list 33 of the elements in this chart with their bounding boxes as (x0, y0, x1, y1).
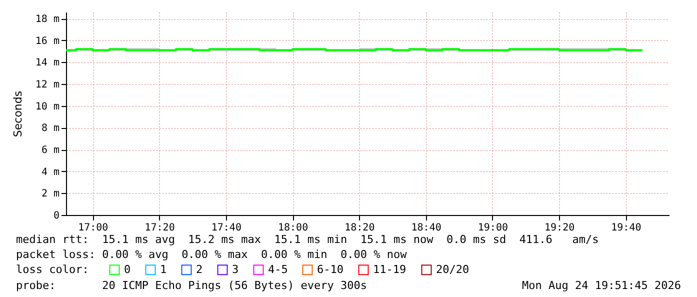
y-tick-label: 18 m (35, 14, 60, 26)
legend-label: 20/20 (436, 262, 470, 276)
x-tick-label: 19:00 (478, 222, 508, 234)
legend-title: loss color: (16, 263, 89, 276)
text: probe: 20 ICMP Echo Pings (56 Bytes) every 300s (16, 279, 367, 292)
legend-label: 2 (196, 262, 203, 276)
y-tick-label: 4 m (41, 166, 60, 178)
x-tick-label: 18:20 (344, 222, 375, 234)
y-tick-label: 0 (53, 210, 60, 222)
x-tick-label: 17:00 (78, 222, 108, 234)
x-tick-label: 19:20 (544, 222, 575, 234)
legend-label: 6-10 (317, 262, 344, 276)
y-tick-label: 12 m (35, 80, 60, 91)
y-tick-label: 2 m (41, 188, 60, 200)
y-tick-label: 8 m (41, 123, 60, 134)
x-tick-label: 19:40 (611, 222, 642, 234)
text: Mon Aug 24 19:51:45 2026 (522, 279, 681, 292)
y-tick-label: 16 m (35, 36, 60, 47)
legend-label: 0 (124, 262, 131, 276)
y-tick-label: 6 m (41, 145, 60, 156)
text: packet loss: 0.00 % avg 0.00 % max 0.00 % min 0.00 % now (16, 248, 407, 261)
x-tick-label: 17:40 (211, 222, 242, 234)
y-axis-title: Seconds (11, 90, 24, 138)
legend-label: 3 (232, 262, 239, 276)
legend-label: 1 (160, 262, 167, 276)
x-tick-label: 18:40 (411, 222, 442, 234)
legend-label: 11-19 (373, 262, 406, 276)
y-tick-label: 14 m (35, 58, 60, 69)
x-tick-label: 17:20 (144, 222, 175, 234)
text: median rtt: 15.1 ms avg 15.2 ms max 15.1 ms min 15.1 ms now 0.0 ms sd 411.6 am/s (16, 233, 599, 246)
x-tick-label: 18:00 (278, 222, 308, 234)
legend-label: 4-5 (268, 262, 288, 276)
y-tick-label: 10 m (35, 101, 60, 112)
